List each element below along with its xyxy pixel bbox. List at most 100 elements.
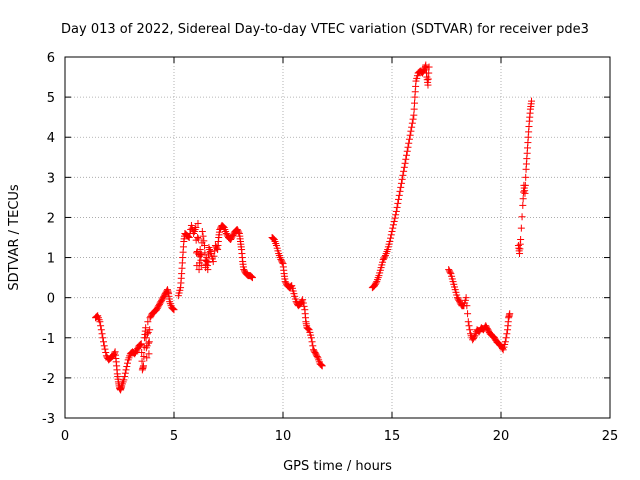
data-point xyxy=(408,123,416,131)
data-point xyxy=(248,273,256,281)
data-point xyxy=(209,258,217,266)
y-tick-label: 2 xyxy=(47,211,55,226)
data-point xyxy=(99,334,107,342)
data-point xyxy=(299,296,307,304)
data-point xyxy=(520,188,528,196)
x-tick-label: 20 xyxy=(493,429,510,444)
data-point xyxy=(517,236,525,244)
data-point xyxy=(100,342,108,350)
data-point xyxy=(100,338,108,346)
x-tick-label: 5 xyxy=(170,429,178,444)
x-tick-label: 25 xyxy=(602,429,619,444)
data-point xyxy=(401,159,409,167)
data-point xyxy=(400,163,408,171)
data-point xyxy=(136,341,144,349)
data-point xyxy=(204,258,212,266)
data-point xyxy=(506,310,514,318)
data-point xyxy=(407,127,415,135)
data-point xyxy=(194,219,202,227)
data-point xyxy=(97,326,105,334)
data-point xyxy=(392,207,400,215)
data-point xyxy=(404,143,412,151)
data-point xyxy=(120,376,128,384)
y-tick-label: 6 xyxy=(47,51,55,66)
data-point xyxy=(204,266,212,274)
data-point xyxy=(146,326,154,334)
data-point xyxy=(192,223,200,231)
data-point xyxy=(517,224,525,232)
data-point xyxy=(392,211,400,219)
x-tick-label: 15 xyxy=(384,429,401,444)
data-point xyxy=(308,338,316,346)
data-point xyxy=(317,361,325,369)
data-point xyxy=(304,324,312,332)
data-point xyxy=(138,348,146,356)
y-tick-label: 1 xyxy=(47,252,55,267)
data-points xyxy=(92,61,536,394)
data-point xyxy=(299,299,307,307)
data-point xyxy=(145,350,153,358)
data-point xyxy=(121,369,129,377)
data-point xyxy=(424,81,432,89)
data-point xyxy=(425,63,433,71)
data-point xyxy=(122,366,130,374)
y-axis-label: SDTVAR / TECUs xyxy=(7,184,22,291)
data-point xyxy=(387,234,395,242)
data-point xyxy=(397,179,405,187)
data-point xyxy=(398,175,406,183)
x-tick-label: 0 xyxy=(61,429,69,444)
chart-title: Day 013 of 2022, Sidereal Day-to-day VTE… xyxy=(61,22,589,37)
data-point xyxy=(521,189,529,197)
x-axis-label: GPS time / hours xyxy=(283,459,392,474)
data-point xyxy=(395,191,403,199)
data-point xyxy=(313,352,321,360)
data-point xyxy=(518,213,526,221)
y-tick-label: 0 xyxy=(47,292,55,307)
data-point xyxy=(410,111,418,119)
data-point xyxy=(96,318,104,326)
data-point xyxy=(411,99,419,107)
data-point xyxy=(309,342,317,350)
data-point xyxy=(386,238,394,246)
data-point xyxy=(498,344,506,352)
data-point xyxy=(248,274,256,282)
data-point xyxy=(142,324,150,332)
data-point xyxy=(144,318,152,326)
data-point xyxy=(200,237,208,245)
y-tick-label: -3 xyxy=(42,412,55,427)
data-point xyxy=(142,334,150,342)
data-point xyxy=(406,131,414,139)
data-point xyxy=(403,151,411,159)
data-point xyxy=(145,339,153,347)
data-point xyxy=(300,302,308,310)
data-point xyxy=(185,234,193,241)
data-point xyxy=(381,253,389,261)
data-point xyxy=(372,279,380,287)
data-point xyxy=(247,272,255,280)
y-tick-label: -1 xyxy=(42,332,55,347)
data-point xyxy=(318,361,326,369)
data-point xyxy=(201,249,209,257)
data-point xyxy=(307,334,315,342)
data-point xyxy=(195,266,203,274)
plot-frame xyxy=(64,56,611,419)
data-point xyxy=(318,362,326,370)
data-point xyxy=(393,203,401,211)
data-point xyxy=(397,183,405,191)
data-point xyxy=(278,258,286,266)
y-tick-label: 4 xyxy=(47,131,55,146)
data-point xyxy=(464,310,472,318)
data-point xyxy=(402,155,410,163)
data-point xyxy=(503,330,511,338)
data-point xyxy=(465,322,473,330)
data-point xyxy=(123,359,131,367)
data-point xyxy=(389,224,397,232)
y-tick-label: 3 xyxy=(47,171,55,186)
data-point xyxy=(97,322,105,330)
data-point xyxy=(424,75,432,83)
data-point xyxy=(399,171,407,179)
data-point xyxy=(304,325,312,333)
data-point xyxy=(395,195,403,203)
axis-ticks: 0 5 10 15 20 25 -3 -2 -1 0 1 2 3 4 5 6 xyxy=(42,51,618,444)
